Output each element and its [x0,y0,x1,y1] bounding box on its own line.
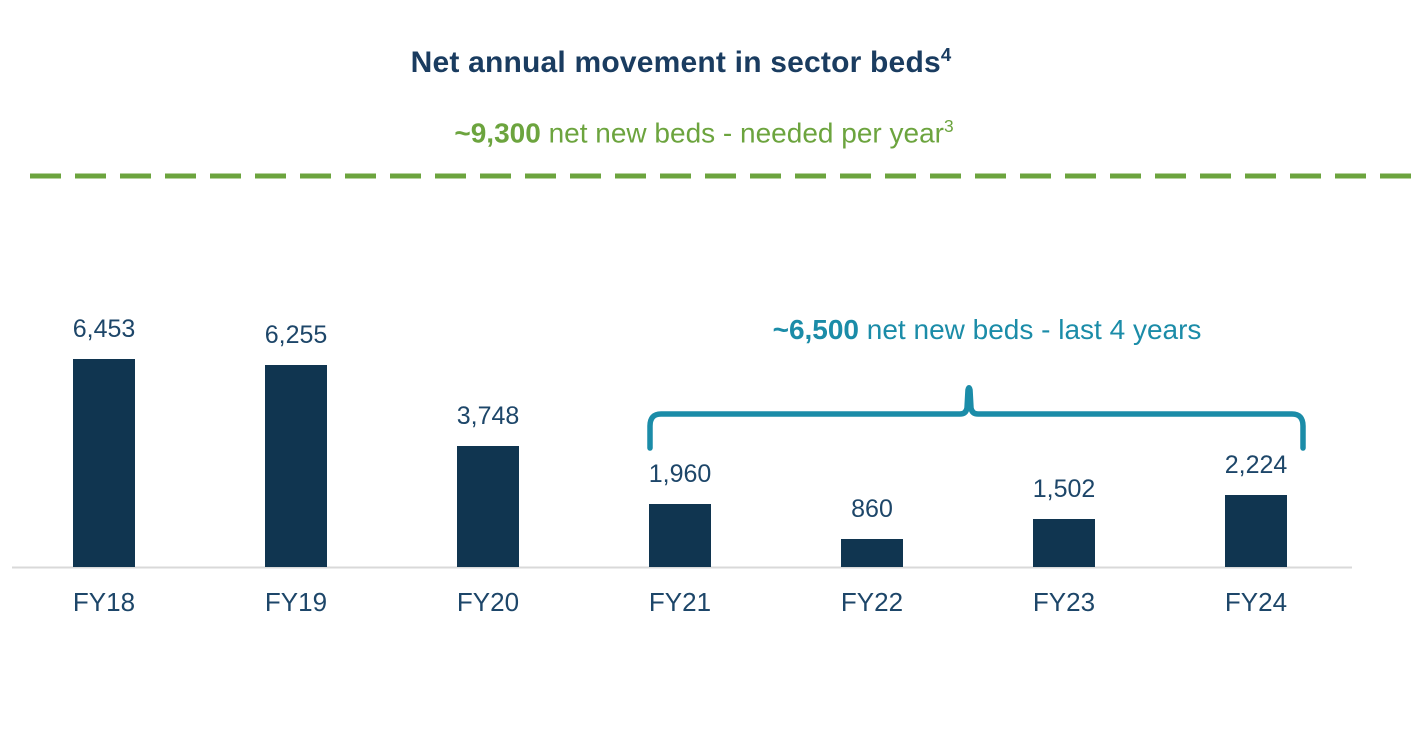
value-label-FY24: 2,224 [1224,451,1288,479]
value-label-FY23: 1,502 [1032,475,1096,503]
x-tick-FY18: FY18 [72,587,136,617]
bracket-note: ~6,500 net new beds - last 4 years [773,314,1202,346]
bracket-note-value: ~6,500 [772,314,860,345]
bar-FY22 [841,539,903,567]
target-note-value: ~9,300 [454,117,541,149]
bracket-fy21-fy24 [647,385,1306,451]
value-label-FY22: 860 [851,495,893,523]
bar-FY20 [457,446,519,567]
x-tick-FY23: FY23 [1032,587,1096,617]
x-tick-FY22: FY22 [840,587,904,617]
x-tick-FY19: FY19 [264,587,328,617]
bar-FY18 [73,359,135,567]
bar-FY19 [265,365,327,567]
x-tick-FY24: FY24 [1224,587,1288,617]
bar-FY24 [1225,495,1287,567]
value-label-FY21: 1,960 [648,460,712,488]
target-note: ~9,300 net new beds - needed per year3 [454,116,953,149]
value-label-FY19: 6,255 [264,321,328,349]
bar-FY23 [1033,519,1095,567]
x-tick-FY21: FY21 [648,587,712,617]
page-title-text: Net annual movement in sector beds [410,46,941,79]
target-note-text: net new beds - needed per year [540,117,944,149]
value-label-FY20: 3,748 [456,402,520,430]
page-title: Net annual movement in sector beds4 [411,44,952,80]
bar-FY21 [649,504,711,567]
target-note-footnote-marker: 3 [943,116,954,136]
value-label-FY18: 6,453 [72,315,136,343]
page-title-footnote-marker: 4 [940,44,952,65]
bracket-note-text: net new beds - last 4 years [859,314,1202,345]
x-tick-FY20: FY20 [456,587,520,617]
